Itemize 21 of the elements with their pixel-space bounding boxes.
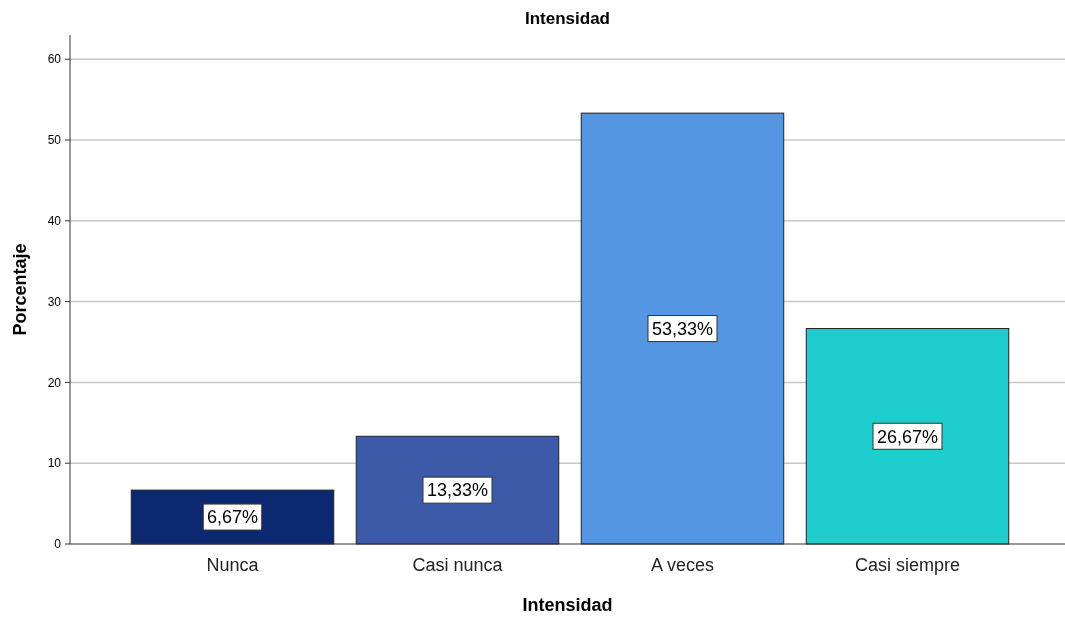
data-label: 53,33%	[651, 318, 714, 339]
bar	[580, 112, 785, 545]
x-tick-label: A veces	[650, 555, 715, 575]
y-tick-label: 20	[47, 375, 62, 390]
y-axis-title: Porcentaje	[10, 243, 30, 336]
y-tick-label: 40	[47, 214, 62, 229]
y-tick-label: 60	[47, 52, 62, 67]
y-tick-label: 10	[47, 456, 62, 471]
data-label: 13,33%	[426, 480, 489, 501]
x-tick-label: Nunca	[206, 555, 260, 575]
data-label: 26,67%	[876, 426, 939, 447]
x-axis-title: Intensidad	[522, 595, 613, 615]
y-tick-label: 30	[47, 294, 62, 309]
y-tick-label: 0	[54, 537, 62, 552]
bar	[805, 328, 1010, 545]
chart-title: Intensidad	[524, 9, 611, 28]
bar	[355, 435, 560, 545]
x-tick-label: Casi siempre	[854, 555, 961, 575]
data-label: 6,67%	[206, 507, 259, 528]
y-tick-label: 50	[47, 133, 62, 148]
x-tick-label: Casi nunca	[412, 555, 504, 575]
